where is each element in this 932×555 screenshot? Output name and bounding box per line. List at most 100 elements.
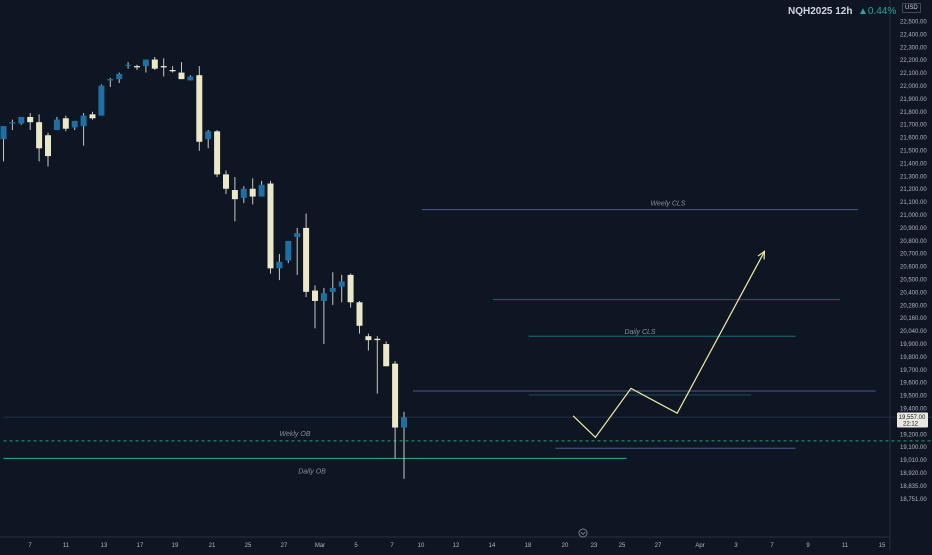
y-tick-label: 18,751.00 xyxy=(900,497,927,503)
candle-body xyxy=(98,86,104,116)
candle xyxy=(285,241,291,263)
candle-body xyxy=(143,60,149,67)
candle-body xyxy=(9,122,15,123)
level-label: Weely CLS xyxy=(651,201,686,208)
y-tick-label: 21,400.00 xyxy=(900,161,927,167)
candle-body xyxy=(268,184,274,269)
x-tick-label: 20 xyxy=(562,543,569,549)
x-tick-label: 21 xyxy=(209,543,216,549)
x-tick-label: 25 xyxy=(619,543,626,549)
price-tag-value: 19,557.00 xyxy=(899,415,926,421)
level-label: Wekly OB xyxy=(280,431,311,438)
y-tick-label: 20,160.00 xyxy=(900,316,927,322)
x-tick-label: 23 xyxy=(591,543,598,549)
y-tick-label: 20,900.00 xyxy=(900,226,927,232)
y-tick-label: 19,700.00 xyxy=(900,368,927,374)
price-tag-countdown: 22:12 xyxy=(903,422,919,428)
candle-body xyxy=(54,120,60,130)
candle-body xyxy=(81,116,87,126)
candle-body xyxy=(134,66,140,67)
y-tick-label: 20,040.00 xyxy=(900,329,927,335)
candle xyxy=(383,341,389,366)
candle-body xyxy=(72,121,78,128)
y-tick-label: 19,900.00 xyxy=(900,342,927,348)
candle-body xyxy=(321,293,327,301)
y-tick-label: 21,300.00 xyxy=(900,174,927,180)
x-tick-label: 15 xyxy=(879,543,886,549)
y-tick-label: 19,100.00 xyxy=(900,445,927,451)
level-label: Daily OB xyxy=(298,468,326,475)
x-tick-label: 27 xyxy=(655,543,662,549)
candle-body xyxy=(312,291,318,301)
candle-body xyxy=(152,60,158,69)
y-tick-label: 22,100.00 xyxy=(900,71,927,77)
candle-body xyxy=(187,77,193,81)
x-tick-label: Mar xyxy=(315,543,325,549)
y-tick-label: 22,400.00 xyxy=(900,32,927,38)
candle-body xyxy=(196,75,202,142)
y-tick-label: 21,000.00 xyxy=(900,213,927,219)
x-tick-label: Apr xyxy=(695,543,704,549)
level-label: Daily CLS xyxy=(624,329,655,336)
y-tick-label: 22,500.00 xyxy=(900,20,927,26)
candle xyxy=(98,84,104,115)
y-tick-label: 21,800.00 xyxy=(900,110,927,116)
candle-body xyxy=(241,189,247,198)
y-tick-label: 21,900.00 xyxy=(900,97,927,103)
y-tick-label: 21,100.00 xyxy=(900,200,927,206)
x-tick-label: 13 xyxy=(101,543,108,549)
candle-body xyxy=(392,364,398,428)
y-tick-label: 19,200.00 xyxy=(900,432,927,438)
candle-body xyxy=(116,74,122,79)
y-tick-label: 19,400.00 xyxy=(900,407,927,413)
y-tick-label: 21,500.00 xyxy=(900,149,927,155)
x-tick-label: 11 xyxy=(842,543,849,549)
candle-body xyxy=(125,65,131,66)
candle-body xyxy=(285,241,291,261)
candle-body xyxy=(348,275,354,302)
candle-body xyxy=(383,344,389,366)
y-tick-label: 20,400.00 xyxy=(900,290,927,296)
candle-body xyxy=(63,118,69,128)
candle-body xyxy=(161,66,167,67)
y-tick-label: 19,500.00 xyxy=(900,394,927,400)
y-tick-label: 19,800.00 xyxy=(900,355,927,361)
y-tick-label: 18,835.00 xyxy=(900,484,927,490)
candle-body xyxy=(294,233,300,237)
y-tick-label: 20,600.00 xyxy=(900,265,927,271)
price-change: ▲0.44% xyxy=(858,6,896,17)
candle-body xyxy=(27,117,33,122)
y-tick-label: 22,200.00 xyxy=(900,58,927,64)
y-tick-label: 20,500.00 xyxy=(900,278,927,284)
candle-body xyxy=(107,79,113,80)
candle xyxy=(268,181,274,274)
x-tick-label: 27 xyxy=(281,543,288,549)
y-tick-label: 22,300.00 xyxy=(900,45,927,51)
x-tick-label: 12 xyxy=(453,543,460,549)
y-tick-label: 19,010.00 xyxy=(900,458,927,464)
y-tick-label: 21,700.00 xyxy=(900,123,927,129)
candle-body xyxy=(259,185,265,197)
y-tick-label: 20,800.00 xyxy=(900,239,927,245)
candle-body xyxy=(179,73,185,80)
candle-body xyxy=(250,189,256,197)
x-tick-label: 14 xyxy=(489,543,496,549)
y-tick-label: 21,200.00 xyxy=(900,187,927,193)
currency-badge[interactable]: USD xyxy=(902,3,921,13)
candle-body xyxy=(276,262,282,269)
y-tick-label: 18,920.00 xyxy=(900,471,927,477)
x-tick-label: 17 xyxy=(137,543,144,549)
x-tick-label: 18 xyxy=(525,543,532,549)
y-tick-label: 20,280.00 xyxy=(900,303,927,309)
symbol-title[interactable]: NQH2025 12h xyxy=(788,6,852,17)
candle-body xyxy=(90,114,96,118)
candle-body xyxy=(205,131,211,139)
x-tick-label: 25 xyxy=(245,543,252,549)
candle-body xyxy=(330,288,336,292)
candle-body xyxy=(45,135,51,156)
y-tick-label: 21,600.00 xyxy=(900,136,927,142)
candle-body xyxy=(339,281,345,286)
